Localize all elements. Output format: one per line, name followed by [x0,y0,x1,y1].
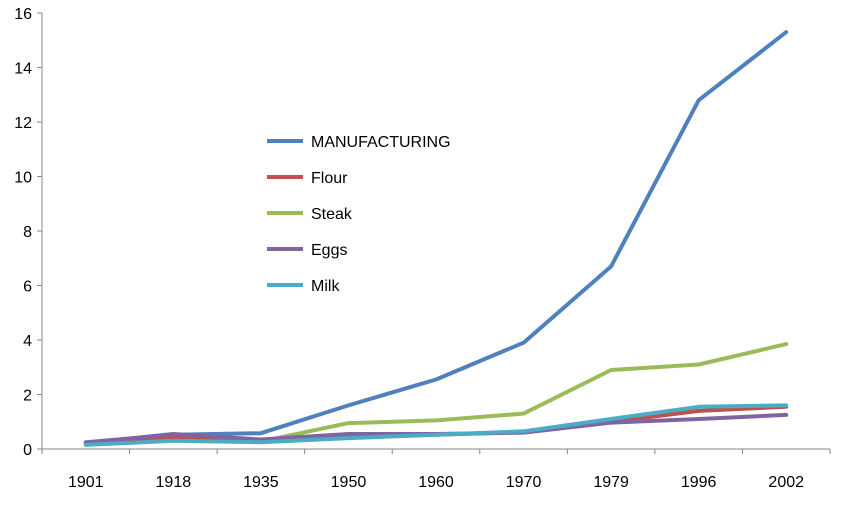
y-tick-label: 0 [23,442,32,459]
axes [37,12,831,454]
y-tick-label: 10 [14,170,32,187]
legend-label: Eggs [311,242,347,259]
x-tick-label: 1901 [68,474,104,491]
x-tick-label: 1950 [331,474,367,491]
x-tick-label: 1970 [506,474,542,491]
legend: MANUFACTURING Flour Steak Eggs Milk [258,121,465,306]
series-line-flour [83,404,789,446]
series-lines [83,30,789,447]
y-tick-label: 6 [23,279,32,296]
y-tick-label: 12 [14,115,32,132]
y-tick-label: 16 [14,6,32,23]
y-tick-label: 2 [23,388,32,405]
x-tick-label: 2002 [768,474,804,491]
x-tick-label: 1935 [243,474,279,491]
y-tick-label: 4 [23,333,32,350]
series-line-milk [83,403,789,447]
x-tick-label: 1979 [593,474,629,491]
x-axis-tick-labels: 1901 1918 1935 1950 1960 1970 1979 1996 2002 [68,474,804,491]
x-tick-label: 1918 [156,474,192,491]
series-line-steak [83,342,789,446]
y-tick-label: 14 [14,61,32,78]
legend-label: Milk [311,278,340,295]
x-tick-label: 1996 [681,474,717,491]
legend-label: MANUFACTURING [311,134,451,151]
y-axis-tick-labels: 0 2 4 6 8 10 12 14 16 [14,6,32,459]
legend-label: Flour [311,170,348,187]
legend-label: Steak [311,206,353,223]
y-tick-label: 8 [23,224,32,241]
x-tick-label: 1960 [418,474,454,491]
